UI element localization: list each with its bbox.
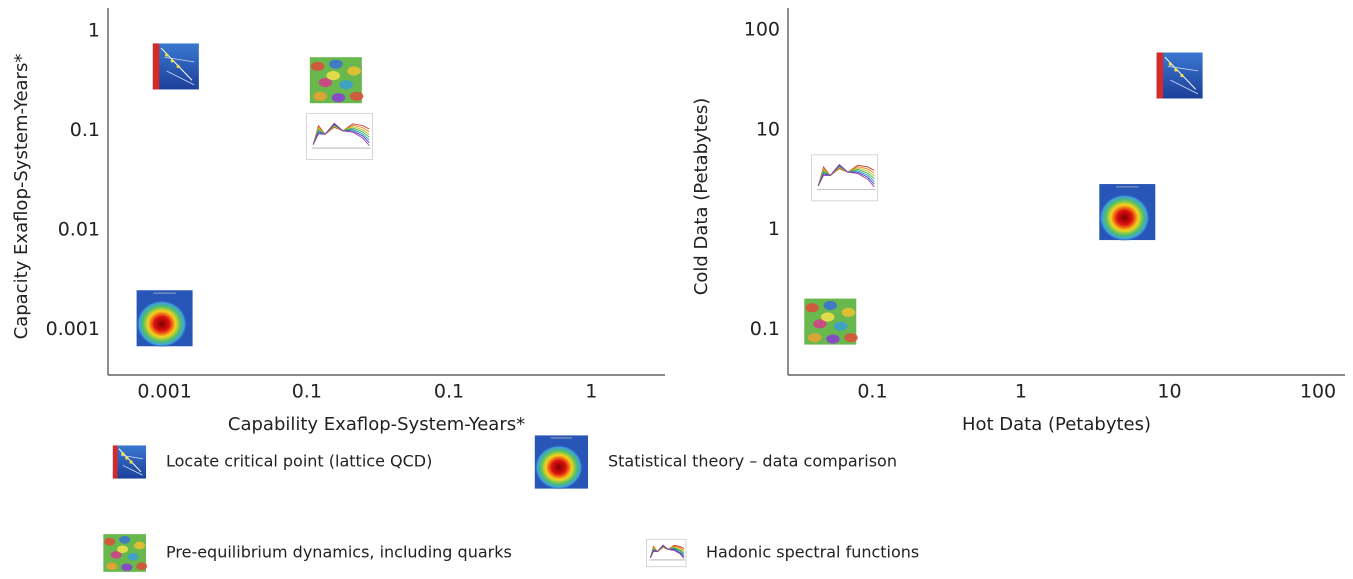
icon-blob [807,333,822,343]
marker-spectral [811,154,878,202]
marker-heatmap [1099,184,1156,242]
icon-line [166,70,195,86]
marker-spectral [306,113,373,160]
icon-dot [121,452,125,456]
icon-blob [106,562,118,570]
icon-blob [331,93,346,103]
icon-curve [649,544,685,559]
y-tick-label: 0.001 [46,318,100,340]
y-tick-label: 1 [768,218,780,240]
legend-label: Locate critical point (lattice QCD) [166,452,432,471]
icon-blob [349,91,364,101]
icon-blob [805,303,819,313]
icon-bg [152,43,199,90]
icon-dot [176,64,180,69]
y-tick-label: 0.01 [58,219,100,241]
icon-dot [129,460,133,464]
icon-blob [841,307,856,317]
x-axis-title: Hot Data (Petabytes) [962,414,1151,435]
x-tick-label: 0.1 [292,381,322,403]
y-tick-label: 0.1 [70,119,100,141]
icon-curve [312,122,370,146]
x-axis-title: Capability Exaflop-System-Years* [228,414,525,435]
icon-dot [1174,68,1178,72]
icon-blob [104,537,116,546]
marker-heatmap [136,290,193,348]
icon-line [121,454,143,460]
icon-blob [117,545,129,553]
legend-label: Pre-equilibrium dynamics, including quar… [166,543,512,562]
icon-strip [1156,52,1164,99]
legend-label: Statistical theory – data comparison [608,452,897,471]
icon-strip [112,445,118,479]
icon-dot [170,59,174,63]
icon-blob [826,334,840,344]
icon-strip [152,43,160,90]
icon-blob [310,61,325,72]
icon-blob [134,541,146,550]
y-tick-label: 10 [756,118,780,140]
icon-line [1168,65,1199,72]
icon-bg [306,113,373,160]
legend-icon [534,435,588,490]
legend-label: Hadonic spectral functions [706,543,919,562]
icon-bg [1156,52,1203,99]
y-tick-label: 0.1 [750,318,780,340]
icon-blob [1099,194,1150,242]
legend-icon [112,445,146,479]
y-axis-title: Capacity Exaflop-System-Years* [11,54,32,340]
icon-blob [119,536,131,544]
marker-noise [309,57,364,104]
icon-dot [125,456,129,460]
icon-blob [121,563,133,572]
icon-bg [112,445,146,479]
icon-blob [318,77,333,88]
x-tick-label: 0.001 [137,381,191,403]
icon-blob [820,312,835,322]
icon-line [122,464,143,476]
x-tick-label: 100 [1300,381,1336,403]
x-tick-label: 0.1 [434,381,464,403]
icon-line [164,56,195,63]
icon-blob [347,66,361,76]
icon-blob [136,562,148,570]
icon-dot [1180,73,1184,78]
marker-lattice [152,43,199,90]
x-tick-label: 1 [585,381,597,403]
icon-blob [534,444,583,490]
icon-curve [817,163,875,188]
marker-lattice [1156,52,1203,99]
icon-blob [110,551,122,559]
icon-blob [339,80,354,90]
icon-blob [326,71,341,81]
marker-noise [804,298,858,345]
y-tick-label: 1 [88,19,100,41]
y-axis-title: Cold Data (Petabytes) [691,98,712,295]
icon-dot [165,53,169,57]
legend-icon [103,534,148,572]
icon-blob [127,553,139,561]
icon-dot [1168,62,1173,66]
x-tick-label: 1 [1015,381,1027,403]
icon-line [1170,79,1199,95]
x-tick-label: 10 [1157,381,1181,403]
icon-blob [136,300,187,348]
icon-blob [329,59,343,69]
icon-blob [313,91,328,101]
x-tick-label: 0.1 [857,381,887,403]
icon-blob [823,300,838,311]
legend-icon [646,538,687,568]
icon-blob [844,333,858,343]
icon-blob [833,321,848,331]
y-tick-label: 100 [744,18,780,40]
icon-blob [813,319,827,329]
